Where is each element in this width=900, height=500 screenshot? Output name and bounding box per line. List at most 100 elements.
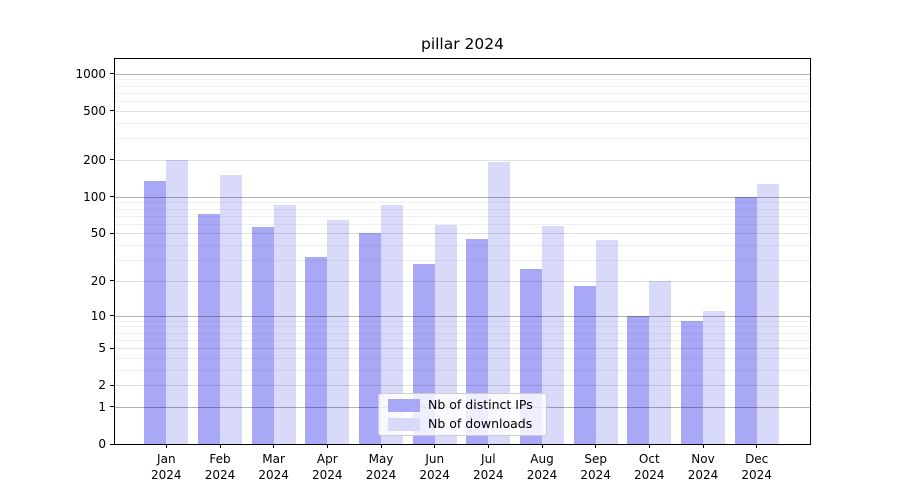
bar-distinct-ips-oct (627, 315, 650, 444)
legend-item-downloads: Nb of downloads (388, 417, 537, 431)
y-tick-label-50: 50 (90, 226, 106, 241)
bar-distinct-ips-feb (198, 214, 220, 444)
bar-distinct-ips-jan (144, 180, 167, 444)
bar-downloads-jan (166, 159, 189, 444)
gridline-minor-600 (115, 101, 810, 103)
bar-downloads-dec (756, 184, 779, 444)
gridline-minor-80 (115, 208, 810, 210)
y-tick-label-5: 5 (98, 341, 106, 355)
gridline-major-100 (115, 196, 810, 198)
legend-label-distinct-ips: Nb of distinct IPs (428, 397, 533, 412)
x-tick-mark-may (380, 444, 382, 448)
y-tick-mark-50 (110, 232, 114, 234)
gridline-minor-500 (115, 110, 810, 112)
x-tick-mark-sep (595, 444, 597, 448)
y-tick-label-10: 10 (90, 308, 106, 323)
x-tick-mark-oct (648, 444, 650, 448)
y-tick-mark-5 (110, 347, 114, 349)
y-tick-mark-1000 (110, 73, 114, 75)
bar-distinct-ips-apr (305, 256, 328, 444)
y-tick-label-2: 2 (98, 378, 106, 393)
x-tick-mark-apr (326, 444, 328, 448)
bar-downloads-mar (273, 205, 296, 444)
y-tick-mark-1 (110, 406, 114, 408)
bar-distinct-ips-sep (573, 286, 596, 444)
bar-downloads-jun (434, 224, 457, 444)
x-tick-label-jun: Jun 2024 (419, 452, 450, 482)
x-tick-mark-jun (434, 444, 436, 448)
x-tick-mark-jan (165, 444, 167, 448)
gridline-minor-4 (115, 357, 810, 359)
gridlines-layer (115, 59, 810, 444)
bar-downloads-may (381, 204, 403, 444)
gridline-minor-7 (115, 332, 810, 334)
y-tick-label-1000: 1000 (75, 66, 106, 81)
gridline-major-1000 (115, 73, 810, 75)
x-tick-label-may: May 2024 (365, 452, 397, 482)
y-tick-label-0: 0 (98, 437, 106, 451)
bar-downloads-oct (649, 280, 672, 444)
bar-downloads-aug (542, 225, 564, 444)
gridline-minor-200 (115, 159, 810, 161)
legend-swatch-distinct-ips (388, 398, 420, 412)
y-tick-mark-0 (110, 443, 114, 445)
y-tick-label-1: 1 (98, 399, 106, 414)
legend-label-downloads: Nb of downloads (428, 416, 533, 431)
x-tick-label-nov: Nov 2024 (687, 452, 719, 482)
x-tick-label-oct: Oct 2024 (634, 452, 665, 482)
bar-distinct-ips-mar (251, 227, 274, 444)
chart-title: pillar 2024 (420, 35, 504, 53)
bar-downloads-jul (488, 161, 511, 444)
x-tick-label-feb: Feb 2024 (204, 452, 236, 482)
bar-downloads-nov (703, 310, 725, 444)
x-tick-label-sep: Sep 2024 (580, 452, 611, 482)
gridline-minor-300 (115, 138, 810, 140)
gridline-minor-2 (115, 385, 810, 387)
plot-area (114, 58, 811, 445)
gridline-minor-5 (115, 348, 810, 349)
x-tick-label-apr: Apr 2024 (312, 452, 343, 482)
bar-distinct-ips-jul (466, 238, 489, 444)
gridline-minor-700 (115, 92, 810, 94)
bar-distinct-ips-may (359, 233, 381, 444)
y-tick-label-20: 20 (90, 273, 106, 288)
x-tick-label-dec: Dec 2024 (741, 452, 772, 482)
gridline-minor-3 (115, 369, 810, 371)
gridline-minor-70 (115, 215, 810, 217)
x-tick-mark-aug (541, 444, 543, 448)
gridline-minor-800 (115, 85, 810, 87)
y-tick-mark-100 (110, 196, 114, 198)
gridline-minor-50 (115, 233, 810, 235)
gridline-minor-9 (115, 320, 810, 322)
bar-downloads-apr (327, 219, 350, 444)
legend: Nb of distinct IPs Nb of downloads (378, 393, 547, 436)
gridline-minor-40 (115, 245, 810, 246)
gridline-minor-6 (115, 339, 810, 341)
x-tick-mark-feb (219, 444, 221, 448)
x-tick-label-mar: Mar 2024 (258, 452, 289, 482)
gridline-minor-900 (115, 79, 810, 81)
gridline-minor-30 (115, 260, 810, 261)
x-tick-mark-dec (756, 444, 758, 448)
y-tick-mark-10 (110, 315, 114, 316)
x-tick-mark-jul (487, 444, 489, 448)
bar-downloads-feb (220, 175, 242, 444)
bar-distinct-ips-nov (681, 320, 703, 444)
x-tick-mark-nov (702, 444, 704, 448)
bar-distinct-ips-dec (734, 196, 757, 444)
y-tick-label-500: 500 (83, 103, 106, 118)
x-tick-label-aug: Aug 2024 (526, 452, 558, 482)
bar-downloads-sep (595, 240, 618, 444)
y-tick-mark-500 (110, 110, 114, 112)
y-tick-mark-20 (110, 280, 114, 282)
legend-swatch-downloads (388, 417, 420, 431)
x-tick-label-jul: Jul 2024 (473, 452, 504, 482)
y-tick-mark-2 (110, 384, 114, 386)
gridline-minor-60 (115, 223, 810, 225)
x-tick-label-jan: Jan 2024 (151, 452, 182, 482)
y-tick-label-200: 200 (83, 152, 106, 167)
gridline-major-10 (115, 315, 810, 317)
gridline-minor-20 (115, 280, 810, 282)
y-tick-mark-200 (110, 159, 114, 161)
